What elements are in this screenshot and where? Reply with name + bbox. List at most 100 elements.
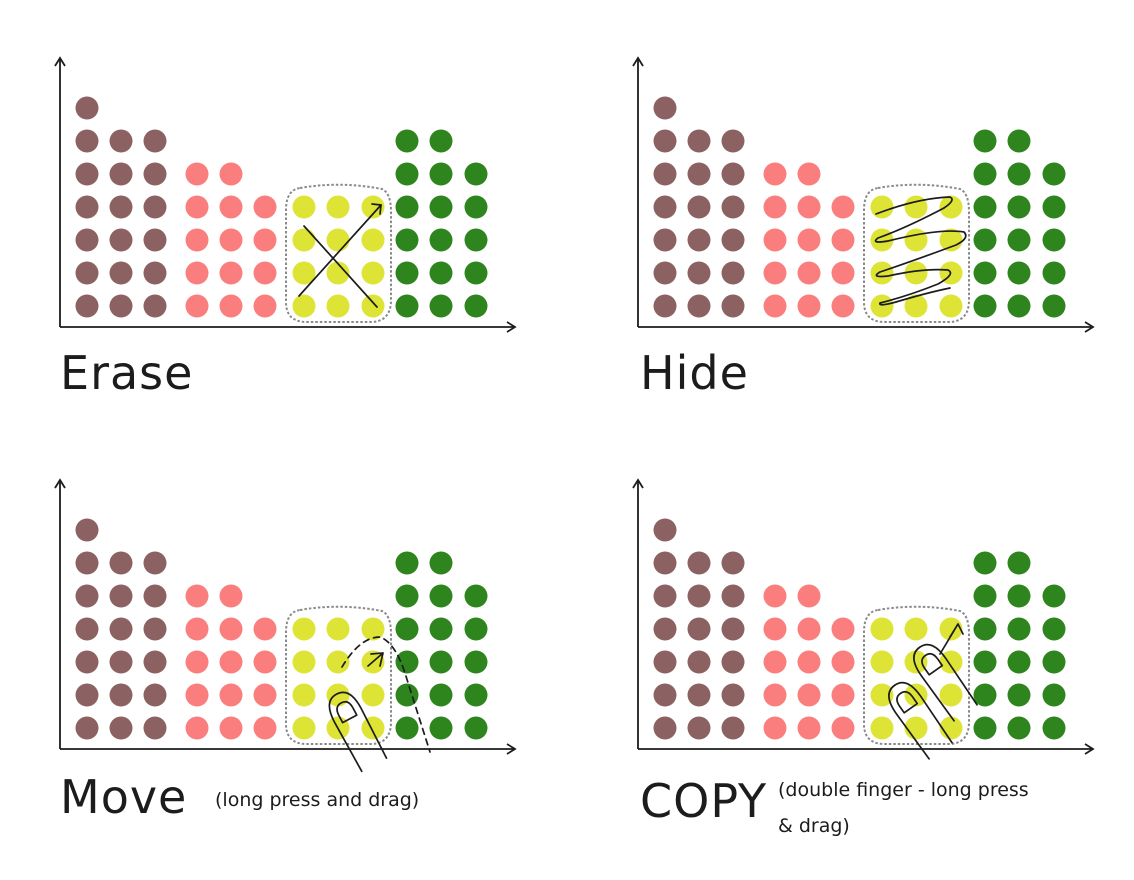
dot-brown <box>75 261 99 285</box>
dot-yellow <box>292 650 316 674</box>
dot-green <box>395 551 419 575</box>
right-arrow-icon <box>1084 743 1095 755</box>
dot-yellow <box>939 683 963 707</box>
dot-yellow <box>361 228 385 252</box>
dot-brown <box>143 195 167 219</box>
dot-brown <box>721 650 745 674</box>
dot-pink <box>797 195 821 219</box>
dot-brown <box>143 683 167 707</box>
panel-title-move: Move <box>60 770 188 824</box>
panel-note-move: (long press and drag) <box>215 789 420 811</box>
dot-pink <box>253 716 277 740</box>
dot-brown <box>721 228 745 252</box>
dot-brown <box>687 294 711 318</box>
dot-pink <box>185 584 209 608</box>
dot-green <box>973 294 997 318</box>
dot-brown <box>653 683 677 707</box>
dot-brown <box>109 683 133 707</box>
panel-title-copy: COPY <box>640 774 768 828</box>
dot-brown <box>75 228 99 252</box>
dot-brown <box>687 261 711 285</box>
dot-brown <box>721 162 745 186</box>
dot-green <box>429 129 453 153</box>
dot-green <box>429 716 453 740</box>
dot-brown <box>109 551 133 575</box>
dot-green <box>464 716 488 740</box>
dot-pink <box>185 650 209 674</box>
dot-brown <box>721 195 745 219</box>
dot-brown <box>143 162 167 186</box>
dot-green <box>973 228 997 252</box>
dot-green <box>1007 650 1031 674</box>
dot-yellow <box>939 228 963 252</box>
dot-brown <box>143 617 167 641</box>
dot-brown <box>109 228 133 252</box>
dot-pink <box>831 195 855 219</box>
panel-move: Move (long press and drag) <box>0 422 560 862</box>
dot-green <box>464 650 488 674</box>
dot-green <box>429 617 453 641</box>
dot-yellow <box>326 617 350 641</box>
dot-green <box>395 195 419 219</box>
dot-pink <box>831 261 855 285</box>
dot-brown <box>75 716 99 740</box>
dot-brown <box>109 617 133 641</box>
dot-yellow <box>361 716 385 740</box>
dot-brown <box>653 617 677 641</box>
dot-green <box>429 195 453 219</box>
dot-brown <box>721 716 745 740</box>
panel-title-erase: Erase <box>60 346 194 400</box>
dot-brown <box>721 261 745 285</box>
dot-yellow <box>904 228 928 252</box>
dot-yellow <box>904 650 928 674</box>
dot-pink <box>797 716 821 740</box>
dot-green <box>1007 162 1031 186</box>
dot-pink <box>763 162 787 186</box>
dot-green <box>395 650 419 674</box>
dot-brown <box>721 294 745 318</box>
dot-brown <box>143 228 167 252</box>
dot-brown <box>75 650 99 674</box>
dot-green <box>973 617 997 641</box>
dot-green <box>973 129 997 153</box>
dot-brown <box>653 650 677 674</box>
panel-erase: Erase <box>0 0 560 440</box>
dot-yellow <box>870 195 894 219</box>
dot-pink <box>763 584 787 608</box>
dot-pink <box>797 294 821 318</box>
dot-brown <box>653 228 677 252</box>
dot-brown <box>653 551 677 575</box>
panel-hide: Hide <box>578 0 1134 440</box>
dot-brown <box>143 294 167 318</box>
dot-brown <box>75 294 99 318</box>
dot-green <box>464 162 488 186</box>
dot-green <box>395 716 419 740</box>
dot-pink <box>185 228 209 252</box>
dot-yellow <box>361 195 385 219</box>
dot-brown <box>109 584 133 608</box>
dot-brown <box>721 129 745 153</box>
dot-brown <box>687 551 711 575</box>
dot-brown <box>143 584 167 608</box>
dot-brown <box>143 716 167 740</box>
erase-stroke-1 <box>303 225 378 308</box>
dot-brown <box>653 716 677 740</box>
dot-green <box>1007 294 1031 318</box>
finger-icon <box>913 643 978 722</box>
dot-brown <box>653 129 677 153</box>
fingernail <box>336 700 358 724</box>
dot-yellow <box>939 195 963 219</box>
dot-pink <box>253 294 277 318</box>
dot-brown <box>653 584 677 608</box>
finger-outline <box>328 691 388 773</box>
dot-green <box>973 650 997 674</box>
dot-pink <box>219 617 243 641</box>
dot-brown <box>109 650 133 674</box>
dot-chart-copy <box>632 478 1095 760</box>
dot-pink <box>253 650 277 674</box>
dot-brown <box>109 716 133 740</box>
dot-pink <box>253 195 277 219</box>
dot-yellow <box>939 617 963 641</box>
dot-brown <box>75 162 99 186</box>
dot-green <box>395 228 419 252</box>
